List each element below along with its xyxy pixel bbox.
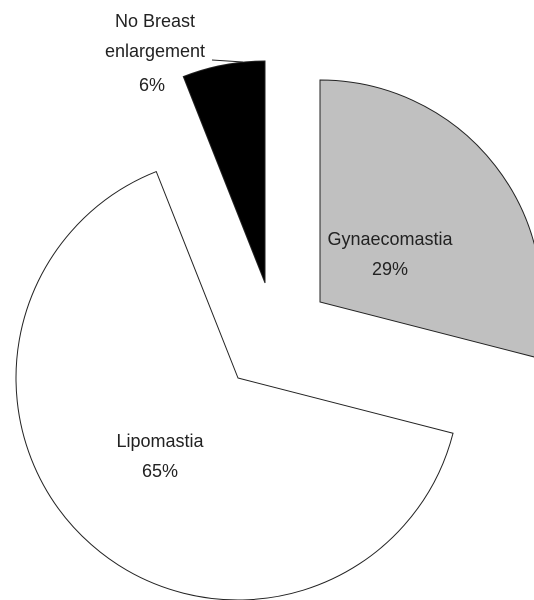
pie-slice [15,170,454,600]
slice-value-label: 65% [142,461,178,481]
slice-label: Lipomastia [116,431,204,451]
leader-line [211,59,244,63]
slice-label: Gynaecomastia [327,229,453,249]
slice-value-label: 29% [372,259,408,279]
pie-slice [182,60,266,284]
pie-slice [319,79,534,358]
slice-value-label: 6% [139,75,165,95]
slice-label: No Breast enlargement [105,11,205,61]
